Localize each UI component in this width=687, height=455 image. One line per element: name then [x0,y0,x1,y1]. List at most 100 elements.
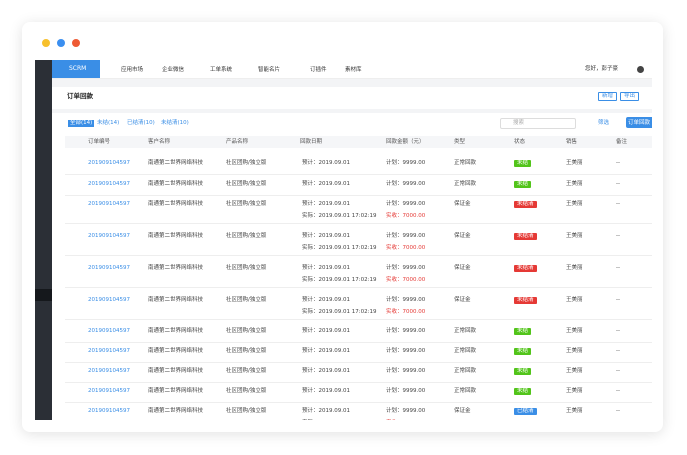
product: 社区团购/独立版 [226,368,267,374]
expected-date: 预计：2019.09.01 [302,265,350,271]
column-header: 回款金额（元） [386,139,425,145]
planned-amount: 计划：9999.00 [386,408,426,414]
received-amount: 实收：7000.00 [386,213,426,219]
received-amount: 实收：7000.00 [386,245,426,251]
status-badge: 未结 [514,388,532,395]
planned-amount: 计划：9999.00 [386,297,426,303]
search-box[interactable] [500,118,576,129]
action-button[interactable]: 新增 [598,92,618,101]
brand-box [52,60,100,78]
nav-item[interactable]: 应用市场 [121,67,144,73]
type: 正常回款 [454,388,477,394]
row-divider [65,255,652,256]
row-divider [65,287,652,288]
brand: SCRM [69,65,87,72]
order-id[interactable]: 201909104597 [88,201,130,207]
order-id[interactable]: 201909104597 [88,265,130,271]
tab[interactable]: 未结(14) [97,120,120,126]
note: -- [616,348,620,354]
topbar [52,60,652,79]
note: -- [616,408,620,414]
expected-date: 预计：2019.09.01 [302,408,350,414]
order-id[interactable]: 201909104597 [88,233,130,239]
customer: 南通第二世界网络科技 [148,328,204,334]
planned-amount: 计划：9999.00 [386,388,426,394]
expected-date: 预计：2019.09.01 [302,297,350,303]
tab[interactable]: 全部(14) [68,120,95,127]
sales: 王美丽 [566,233,583,239]
customer: 南通第二世界网络科技 [148,297,204,303]
type: 保证金 [454,408,471,414]
dot [42,39,50,47]
sales: 王美丽 [566,265,583,271]
actual-date: 实际：2019.09.01 17:02:19 [302,213,377,219]
product: 社区团购/独立版 [226,328,267,334]
dot [57,39,65,47]
customer: 南通第二世界网络科技 [148,348,204,354]
nav-item[interactable]: 素材库 [345,67,362,73]
column-header: 类型 [454,139,466,145]
expected-date: 预计：2019.09.01 [302,328,350,334]
primary-button[interactable] [626,117,652,128]
sales: 王美丽 [566,297,583,303]
sales: 王美丽 [566,328,583,334]
primary-label[interactable]: 订单回款 [628,120,651,126]
type: 保证金 [454,297,471,303]
sidebar [35,60,52,420]
user-menu[interactable]: 您好，彭子豪 [585,66,619,72]
order-id[interactable]: 201909104597 [88,368,130,374]
order-id[interactable]: 201909104597 [88,328,130,334]
order-id[interactable]: 201909104597 [88,160,130,166]
customer: 南通第二世界网络科技 [148,181,204,187]
note: -- [616,265,620,271]
actual-date: 实际：2019.09.01 17:02:19 [302,309,377,315]
nav-item[interactable]: 企业微信 [162,67,185,73]
note: -- [616,233,620,239]
status-badge: 未结清 [514,233,537,240]
customer: 南通第二世界网络科技 [148,368,204,374]
order-id[interactable]: 201909104597 [88,297,130,303]
expected-date: 预计：2019.09.01 [302,368,350,374]
product: 社区团购/独立版 [226,388,267,394]
column-header: 产品名称 [226,139,249,145]
tab[interactable]: 已结清(10) [127,120,155,126]
order-id[interactable]: 201909104597 [88,408,130,414]
customer: 南通第二世界网络科技 [148,388,204,394]
order-id[interactable]: 201909104597 [88,388,130,394]
nav-item[interactable]: 订插件 [310,67,327,73]
row-divider [65,319,652,320]
sales: 王美丽 [566,348,583,354]
nav-item[interactable]: 工单系统 [210,67,233,73]
dot [72,39,80,47]
status-badge: 未结 [514,348,532,355]
status-badge: 已结清 [514,408,537,415]
order-id[interactable]: 201909104597 [88,181,130,187]
column-header: 销售 [566,139,578,145]
row-divider [65,195,652,196]
sales: 王美丽 [566,201,583,207]
column-header: 回款日期 [300,139,323,145]
search-input[interactable]: 搜索 [513,120,525,126]
order-id[interactable]: 201909104597 [88,348,130,354]
expected-date: 预计：2019.09.01 [302,233,350,239]
divider [52,109,652,113]
product: 社区团购/独立版 [226,201,267,207]
type: 正常回款 [454,328,477,334]
row-divider [65,402,652,403]
planned-amount: 计划：9999.00 [386,233,426,239]
tab[interactable]: 未结清(10) [161,120,189,126]
type: 保证金 [454,265,471,271]
type: 保证金 [454,201,471,207]
expected-date: 预计：2019.09.01 [302,160,350,166]
filter-button[interactable]: 筛选 [598,120,610,126]
planned-amount: 计划：9999.00 [386,348,426,354]
sales: 王美丽 [566,388,583,394]
product: 社区团购/独立版 [226,265,267,271]
sales: 王美丽 [566,368,583,374]
expected-date: 预计：2019.09.01 [302,388,350,394]
action-button[interactable]: 导出 [620,92,640,101]
status-badge: 未结清 [514,265,537,272]
settings-icon[interactable] [637,66,644,73]
nav-item[interactable]: 智能名片 [258,67,281,73]
